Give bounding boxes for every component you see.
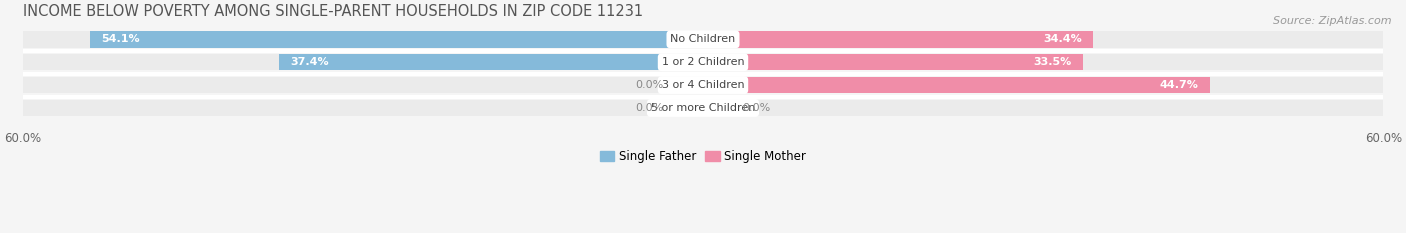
Text: 37.4%: 37.4% <box>290 57 329 67</box>
Bar <box>675 77 703 93</box>
Text: 0.0%: 0.0% <box>636 103 664 113</box>
Bar <box>278 54 703 70</box>
Text: 33.5%: 33.5% <box>1033 57 1071 67</box>
Text: No Children: No Children <box>671 34 735 44</box>
Bar <box>675 100 703 116</box>
Text: 54.1%: 54.1% <box>101 34 139 44</box>
Bar <box>703 54 1083 70</box>
Legend: Single Father, Single Mother: Single Father, Single Mother <box>595 146 811 168</box>
Bar <box>703 77 1209 93</box>
Bar <box>22 77 1384 93</box>
Text: 1 or 2 Children: 1 or 2 Children <box>662 57 744 67</box>
Text: 34.4%: 34.4% <box>1043 34 1081 44</box>
Text: Source: ZipAtlas.com: Source: ZipAtlas.com <box>1274 16 1392 26</box>
Text: 0.0%: 0.0% <box>742 103 770 113</box>
Text: 5 or more Children: 5 or more Children <box>651 103 755 113</box>
Bar <box>703 31 1092 48</box>
Bar <box>703 100 731 116</box>
Bar <box>22 31 1384 48</box>
Text: 0.0%: 0.0% <box>636 80 664 90</box>
Bar <box>22 100 1384 116</box>
Text: INCOME BELOW POVERTY AMONG SINGLE-PARENT HOUSEHOLDS IN ZIP CODE 11231: INCOME BELOW POVERTY AMONG SINGLE-PARENT… <box>22 4 643 19</box>
Text: 44.7%: 44.7% <box>1160 80 1198 90</box>
Bar <box>90 31 703 48</box>
Text: 3 or 4 Children: 3 or 4 Children <box>662 80 744 90</box>
Bar <box>22 54 1384 70</box>
